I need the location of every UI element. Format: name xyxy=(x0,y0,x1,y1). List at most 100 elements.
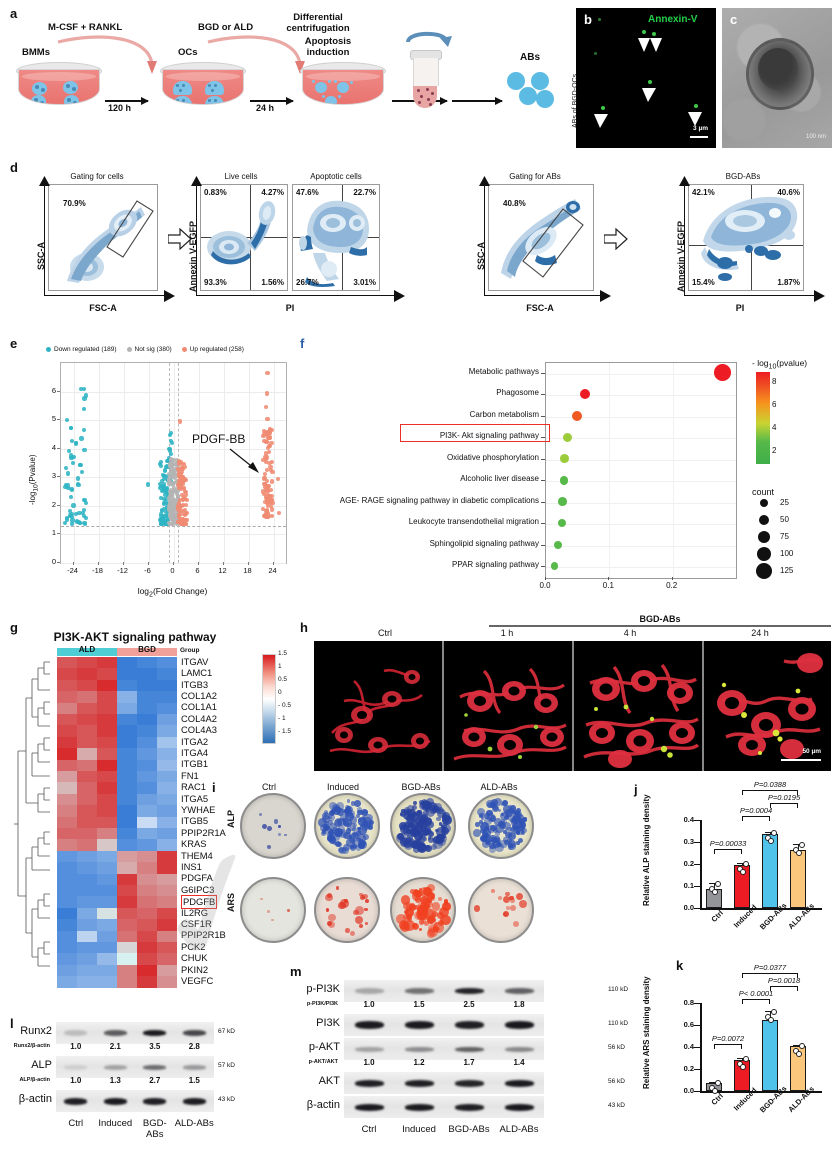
heatmap-cell xyxy=(57,964,77,977)
well-stain xyxy=(430,894,434,898)
pathway-tick xyxy=(541,415,545,417)
volcano-point xyxy=(163,497,168,502)
heatmap-row-label: PDGFB xyxy=(181,895,218,909)
blot-name: β-actin xyxy=(306,1099,340,1111)
heatmap-cell xyxy=(97,782,117,795)
well-stain xyxy=(441,901,451,911)
well-stain xyxy=(427,830,434,837)
volcano-point xyxy=(182,489,187,494)
heatmap-cell xyxy=(157,930,177,943)
bar-datapoint xyxy=(715,881,721,888)
heatmap-cell xyxy=(97,759,117,772)
volcano-point xyxy=(158,460,163,465)
well-stain xyxy=(479,814,483,819)
heatmap-colorbar xyxy=(262,654,276,744)
heatmap-cell xyxy=(97,964,117,977)
panel-a-stimulus-2: BGD or ALD xyxy=(198,22,254,33)
blot-band xyxy=(103,1030,127,1036)
pathway-dotplot xyxy=(545,362,737,579)
volcano-point xyxy=(79,469,84,474)
panel-d-plot5-yaxis xyxy=(684,184,686,296)
panel-d-plot5-yaxis-arrowhead xyxy=(679,176,690,186)
pathway-label: Oxidative phosphorylation xyxy=(446,452,539,462)
panel-i-well-alp xyxy=(390,793,456,859)
volcano-plot xyxy=(60,362,287,564)
size-legend-label: 75 xyxy=(780,532,789,541)
volcano-point xyxy=(269,427,275,432)
well-stain xyxy=(438,822,443,826)
panel-a-time-2: 24 h xyxy=(256,103,275,113)
well-stain xyxy=(473,829,481,837)
heatmap-cell xyxy=(77,839,97,852)
volcano-point xyxy=(265,416,270,421)
volcano-xtick: 0 xyxy=(170,566,175,575)
bar-datapoint xyxy=(740,1064,746,1071)
heatmap-row-label: COL1A1 xyxy=(181,701,217,713)
heatmap-cell xyxy=(57,691,77,704)
volcano-gridline-x xyxy=(248,363,250,563)
bar-ytick: 0.2 xyxy=(683,1064,694,1073)
well-stain xyxy=(495,823,505,833)
bar xyxy=(734,865,750,908)
heatmap-cell xyxy=(157,657,177,669)
heatmap-cell xyxy=(157,953,177,966)
bar-errorbar-cap xyxy=(709,1081,719,1083)
volcano-point xyxy=(158,464,163,469)
well-stain xyxy=(503,837,508,842)
well-stain xyxy=(333,841,337,846)
well-stain xyxy=(416,841,425,850)
volcano-point xyxy=(82,508,87,513)
heatmap-cell xyxy=(157,862,177,875)
volcano-gridline-y xyxy=(61,563,286,564)
volcano-point xyxy=(275,476,281,481)
bar-errorbar xyxy=(742,862,743,866)
volcano-point xyxy=(263,485,268,490)
panel-a-dish-bmms xyxy=(16,62,102,108)
volcano-point xyxy=(160,488,165,493)
blot-band xyxy=(404,1021,434,1029)
heatmap-cell xyxy=(137,691,157,704)
heatmap-cell xyxy=(77,964,97,977)
blot-column-label: BGD-ABs xyxy=(448,1124,490,1135)
heatmap-cell xyxy=(157,885,177,897)
heatmap-row-label: INS1 xyxy=(181,861,202,872)
volcano-point xyxy=(182,476,187,481)
bar-errorbar xyxy=(770,831,771,835)
size-legend-dot xyxy=(756,546,772,562)
well-stain xyxy=(509,805,517,812)
blot-mw: 67 kD xyxy=(218,1028,235,1035)
well-stain xyxy=(342,809,347,814)
panel-d-plot1-xaxis xyxy=(44,295,166,297)
panel-a-product-label: ABs xyxy=(520,52,541,63)
volcano-point xyxy=(180,470,185,475)
blot-band xyxy=(354,1046,384,1052)
well-stain xyxy=(417,834,427,844)
panel-c-image: c 100 nm xyxy=(722,8,832,148)
size-legend-dot xyxy=(755,562,773,580)
heatmap-cell xyxy=(117,782,137,795)
heatmap-cell xyxy=(97,873,117,886)
well-stain xyxy=(509,826,515,832)
volcano-xtick-mark xyxy=(122,562,124,565)
well-stain xyxy=(405,904,413,911)
well-stain xyxy=(491,799,498,806)
bar-ytick-mark xyxy=(694,886,700,888)
volcano-point xyxy=(172,480,177,485)
volcano-point xyxy=(262,491,267,497)
well-stain xyxy=(515,808,521,813)
volcano-point xyxy=(161,476,166,481)
well-stain xyxy=(442,815,452,825)
pathway-label: Carbon metabolism xyxy=(469,409,539,419)
panel-label-i: i xyxy=(212,780,216,795)
well-stain xyxy=(500,802,505,807)
well-stain xyxy=(406,815,416,824)
well-stain xyxy=(278,825,281,829)
well-stain xyxy=(338,828,348,838)
heatmap-cell xyxy=(97,668,117,681)
volcano-point xyxy=(175,493,180,498)
well-stain xyxy=(489,815,497,822)
legend-swatch-down xyxy=(46,346,51,352)
blot-mw: 43 kD xyxy=(608,1102,625,1109)
significance-bracket xyxy=(742,790,798,795)
blot-ratio-value: 1.4 xyxy=(513,1058,525,1067)
